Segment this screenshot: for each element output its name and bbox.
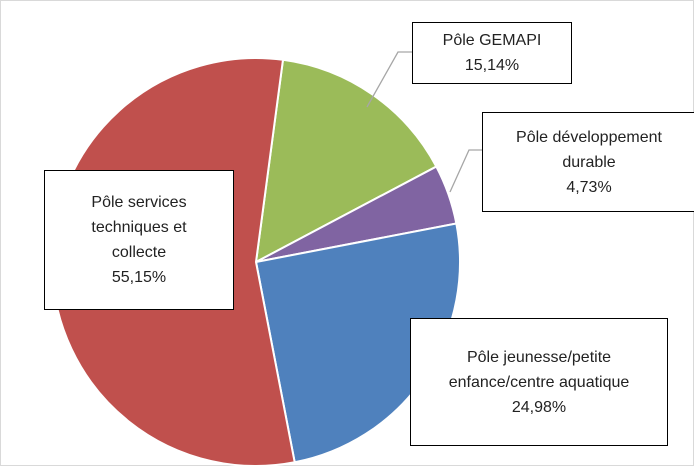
label-category: Pôle jeunesse/petite enfance/centre aqua… <box>448 348 630 391</box>
label-value: 55,15% <box>111 269 167 286</box>
data-label: Pôle GEMAPI 15,14% <box>412 22 572 84</box>
label-value: 24,98% <box>511 398 567 416</box>
data-label: Pôle jeunesse/petite enfance/centre aqua… <box>410 318 668 446</box>
label-value: 4,73% <box>566 178 612 196</box>
label-value: 15,14% <box>464 57 520 74</box>
leader-line <box>366 51 412 108</box>
leader-line <box>449 149 482 193</box>
label-category: Pôle services techniques et collecte <box>91 194 187 261</box>
label-category: Pôle GEMAPI <box>442 32 542 49</box>
data-label: Pôle services techniques et collecte 55,… <box>44 170 234 310</box>
data-label: Pôle développement durable 4,73% <box>482 112 694 212</box>
pie-slice <box>254 58 438 264</box>
label-category: Pôle développement durable <box>516 128 662 171</box>
